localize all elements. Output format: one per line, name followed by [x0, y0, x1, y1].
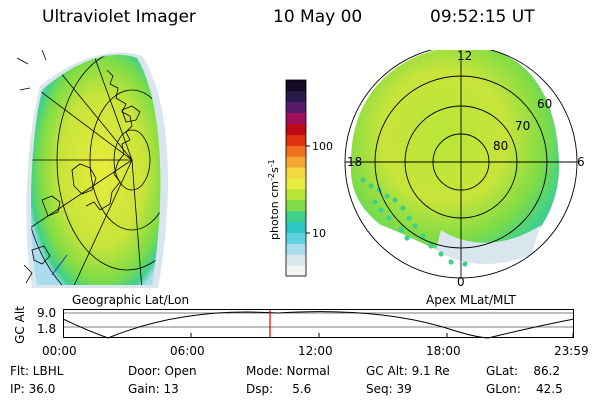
status-door: Door: Open	[128, 364, 197, 378]
colorbar-block	[286, 243, 306, 255]
apex-panel-label: Apex MLat/MLT	[426, 293, 516, 307]
colorbar: 100 10 photon cm-2s-1	[267, 79, 333, 277]
emission-dot	[384, 193, 390, 199]
alt-plot-xtick-4: 23:59	[554, 344, 589, 358]
mlt-label-18: 18	[347, 155, 362, 169]
alt-plot-xtick-2: 12:00	[298, 344, 333, 358]
colorbar-unit-label: photon cm-2s-1	[267, 159, 281, 240]
emission-region	[30, 54, 161, 285]
status-ip: IP: 36.0	[10, 382, 56, 396]
emission-dot	[404, 235, 410, 241]
colorbar-block	[286, 178, 306, 190]
status-glat: GLat: 86.2	[486, 364, 561, 378]
mlat-label-60: 60	[537, 97, 552, 111]
emission-dot	[462, 261, 468, 267]
status-gc-alt: GC Alt: 9.1 Re	[366, 364, 450, 378]
alt-plot-xtick-0: 00:00	[42, 344, 77, 358]
time-label: 09:52:15 UT	[430, 7, 535, 27]
mlat-label-80: 80	[493, 139, 508, 153]
colorbar-block	[286, 101, 306, 114]
date-label: 10 May 00	[273, 7, 363, 27]
coastline-outline	[23, 69, 141, 284]
colorbar-block	[286, 112, 306, 125]
emission-dot	[406, 215, 412, 221]
colorbar-gradient	[286, 80, 306, 277]
colorbar-block	[286, 145, 306, 157]
emission-dot	[378, 207, 384, 213]
apex-polar-plot: 12 0 18 6 60 70 80	[344, 50, 585, 289]
emission-dot	[400, 205, 406, 211]
status-glon: GLon: 42.5	[486, 382, 563, 396]
emission-dot	[386, 215, 392, 221]
colorbar-tick-100: 100	[312, 140, 333, 153]
status-seq: Seq: 39	[366, 382, 412, 396]
emission-dot	[372, 199, 378, 205]
mlt-label-12: 12	[457, 50, 472, 63]
status-gain: Gain: 13	[128, 382, 179, 396]
emission-dot	[398, 227, 404, 233]
emission-dot	[392, 197, 398, 203]
colorbar-block	[286, 188, 306, 201]
alt-plot-ylabel: GC Alt	[13, 306, 27, 344]
mlt-label-0: 0	[457, 275, 465, 289]
polar-grid	[344, 50, 578, 279]
geographic-aurora-image	[16, 50, 168, 288]
status-filter: Flt: LBHL	[10, 364, 64, 378]
emission-dot	[368, 183, 374, 189]
colorbar-block	[286, 199, 306, 212]
colorbar-block	[286, 134, 306, 146]
alt-plot-ytick-bottom: 1.8	[37, 322, 57, 336]
emission-dot	[412, 223, 418, 229]
colorbar-tick-10: 10	[312, 227, 326, 240]
status-mode: Mode: Normal	[246, 364, 330, 378]
emission-dot	[438, 251, 444, 257]
colorbar-block	[286, 123, 306, 135]
alt-plot-ytick-top: 9.0	[37, 306, 57, 320]
alt-plot-xtick-3: 18:00	[426, 344, 461, 358]
colorbar-block	[286, 90, 306, 103]
emission-dot	[428, 243, 434, 249]
polar-emission-region	[350, 50, 560, 262]
colorbar-block	[286, 210, 306, 223]
geographic-panel-label: Geographic Lat/Lon	[72, 293, 190, 307]
mlt-label-6: 6	[577, 155, 585, 169]
colorbar-block	[286, 232, 306, 244]
colorbar-block	[286, 80, 306, 92]
colorbar-block	[286, 167, 306, 179]
emission-dot	[420, 233, 426, 239]
mlat-label-70: 70	[515, 119, 530, 133]
emission-dots	[360, 177, 468, 267]
altitude-curve	[63, 311, 575, 339]
colorbar-block	[286, 254, 306, 266]
alt-plot-xtick-1: 06:00	[170, 344, 205, 358]
emission-dot	[360, 177, 366, 183]
colorbar-block	[286, 265, 306, 277]
colorbar-block	[286, 156, 306, 168]
colorbar-block	[286, 221, 306, 233]
altitude-plot	[63, 309, 575, 339]
app-title: Ultraviolet Imager	[42, 7, 196, 27]
status-dsp: Dsp: 5.6	[246, 382, 312, 396]
emission-dot	[448, 259, 454, 265]
